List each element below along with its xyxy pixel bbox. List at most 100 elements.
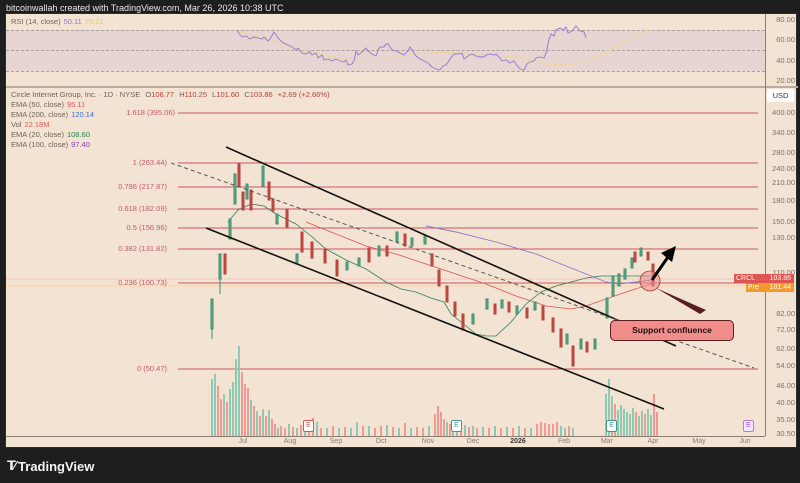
time-label: Dec: [466, 438, 480, 445]
support-confluence-callout: Support confluence: [610, 320, 734, 341]
fib-label-1: 1 (263.44): [132, 158, 167, 167]
rsi-legend-label: RSI (14, close): [11, 17, 61, 26]
fib-label-1618: 1.618 (395.06): [126, 108, 175, 117]
indicator-label: EMA (100, close): [11, 140, 69, 149]
currency-button[interactable]: USD: [767, 89, 794, 102]
up-arrow-icon: [661, 246, 676, 262]
time-axis[interactable]: Jul Aug Sep Oct Nov Dec 2026 Feb Mar Apr…: [6, 436, 765, 448]
time-label: Feb: [557, 438, 571, 445]
price-label: 180.00: [772, 196, 795, 205]
price-label: 280.00: [772, 148, 795, 157]
indicator-value: 95.11: [66, 100, 86, 109]
chart-credit: bitcoinwallah created with TradingView.c…: [6, 3, 284, 13]
price-label: 62.00: [776, 344, 795, 353]
earnings-marker[interactable]: E: [606, 420, 617, 432]
rsi-pane[interactable]: RSI (14, close) 50.11 70.21: [6, 14, 765, 86]
indicator-label: Vol: [11, 120, 22, 129]
close-label: C: [244, 90, 250, 99]
rsi-gridline-30: [6, 71, 765, 72]
indicator-value: 97.40: [71, 140, 90, 149]
price-label: 240.00: [772, 164, 795, 173]
price-label: 110.00: [772, 268, 795, 277]
indicator-label: EMA (50, close): [11, 100, 64, 109]
earnings-marker[interactable]: E: [303, 420, 314, 432]
fib-label-0236: 0.236 (100.73): [118, 278, 167, 287]
open-value: 106.77: [151, 90, 175, 99]
premarket-price-tag: Pre 101.44: [746, 283, 794, 292]
indicator-ema100[interactable]: EMA (100, close) 97.40: [11, 140, 90, 149]
time-label: Apr: [647, 438, 659, 445]
price-label: 340.00: [772, 128, 795, 137]
fib-label-0618: 0.618 (182.09): [118, 204, 167, 213]
indicator-label: EMA (20, close): [11, 130, 64, 139]
high-value: 110.25: [184, 90, 208, 99]
price-plot[interactable]: [6, 14, 765, 436]
time-label: Jul: [238, 438, 248, 445]
tag-value: 103.86: [769, 275, 791, 282]
pane-separator[interactable]: [6, 86, 798, 88]
fib-label-0786: 0.786 (217.87): [118, 182, 167, 191]
rsi-ma-value: 70.21: [84, 17, 104, 26]
change-value: +2.69 (+2.66%): [277, 90, 330, 99]
rsi-plot: [236, 25, 650, 71]
rsi-scale-80: 80.00: [776, 15, 795, 24]
earnings-marker[interactable]: E: [451, 420, 462, 432]
price-label: 46.00: [776, 381, 795, 390]
rsi-scale-20: 20.00: [776, 76, 795, 85]
price-label: 150.00: [772, 217, 795, 226]
price-label: 130.00: [772, 233, 795, 242]
brand-name: TradingView: [18, 458, 95, 474]
open-label: O: [145, 90, 152, 99]
tradingview-brand[interactable]: 𝗧∕ TradingView: [7, 458, 94, 474]
indicator-ema20[interactable]: EMA (20, close) 108.60: [11, 130, 90, 139]
time-label: Aug: [283, 438, 297, 445]
low-label: L: [212, 90, 217, 99]
price-label: 35.00: [776, 415, 795, 424]
low-value: 101.60: [216, 90, 240, 99]
price-label: 40.00: [776, 398, 795, 407]
candlesticks: [210, 163, 655, 367]
symbol-legend: Circle Internet Group, Inc. · 1D · NYSE …: [11, 90, 330, 99]
rsi-legend: RSI (14, close) 50.11 70.21: [11, 17, 104, 26]
last-price-tag: CRCL 103.86: [734, 274, 794, 283]
time-label: Mar: [600, 438, 614, 445]
indicator-value: 22.18M: [24, 120, 50, 129]
channel-upper: [225, 146, 677, 347]
tag-value: 101.44: [769, 284, 791, 291]
volume-bars: [211, 346, 658, 436]
time-label: May: [692, 438, 706, 445]
price-label: 54.00: [776, 361, 795, 370]
tradingview-logo-icon: 𝗧∕: [7, 458, 16, 473]
tag-symbol: Pre: [748, 284, 759, 291]
indicator-value: 108.60: [66, 130, 90, 139]
price-scale[interactable]: 80.00 60.00 40.00 20.00 400.00 340.00 28…: [765, 14, 797, 438]
time-label: Oct: [375, 438, 387, 445]
fib-label-0: 0 (50.47): [136, 364, 167, 373]
time-label: Sep: [329, 438, 343, 445]
indicator-label: EMA (200, close): [11, 110, 69, 119]
tag-symbol: CRCL: [736, 275, 756, 282]
rsi-scale-40: 40.00: [776, 56, 795, 65]
time-label: Nov: [421, 438, 435, 445]
rsi-gridline-50: [6, 50, 765, 51]
rsi-value: 50.11: [63, 17, 82, 26]
close-value: 103.86: [249, 90, 273, 99]
channel-lower: [205, 227, 665, 410]
fib-lines: [178, 112, 758, 370]
price-label: 72.00: [776, 325, 795, 334]
indicator-value: 120.14: [71, 110, 95, 119]
indicator-ema50[interactable]: EMA (50, close) 95.11: [11, 100, 85, 109]
indicator-ema200[interactable]: EMA (200, close) 120.14: [11, 110, 94, 119]
rsi-gridline-70: [6, 30, 765, 31]
chart-frame[interactable]: RSI (14, close) 50.11 70.21 80.00 60.00 40…: [5, 13, 798, 448]
price-label: 210.00: [772, 178, 795, 187]
indicator-volume[interactable]: Vol 22.18M: [11, 120, 49, 129]
earnings-marker-upcoming[interactable]: E: [743, 420, 754, 432]
high-label: H: [179, 90, 185, 99]
time-label: Jun: [739, 438, 751, 445]
time-label: 2026: [510, 438, 526, 445]
fib-label-05: 0.5 (156.96): [126, 223, 167, 232]
price-label: 30.50: [776, 429, 795, 438]
symbol-title: Circle Internet Group, Inc. · 1D · NYSE: [11, 90, 141, 99]
price-label: 400.00: [772, 108, 795, 117]
